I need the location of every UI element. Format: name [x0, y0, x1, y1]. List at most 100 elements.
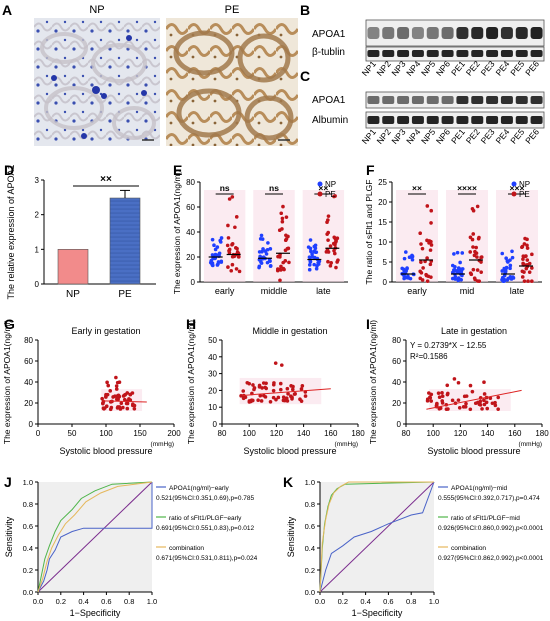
band-apoa1-b	[471, 27, 484, 39]
band-tubulin	[411, 50, 424, 57]
data-point-pe	[326, 230, 331, 235]
data-point	[440, 394, 445, 399]
chart-g: 0 20 40 60 80 0 50 100 150 200 The expression of A…	[2, 320, 181, 456]
data-point	[114, 375, 118, 380]
band-tubulin	[456, 50, 469, 57]
data-point	[303, 394, 308, 398]
y-axis-label: The expression of APOA1(ng/ml)	[2, 320, 12, 444]
data-point	[261, 381, 266, 385]
data-point	[109, 405, 114, 410]
data-point-pe	[287, 260, 291, 265]
chart-f: 0 5 10 15 20 25 The ratio of sFlt1 and PLGF ear…	[364, 178, 542, 296]
data-point-np	[219, 236, 224, 240]
data-point-np	[453, 274, 458, 279]
data-point-pe	[471, 232, 476, 236]
blot-b-label-tubulin: β-tublin	[312, 47, 345, 58]
data-point-np	[313, 246, 318, 251]
data-point	[286, 392, 290, 396]
legend-stats: 0.521(95%CI:0.351,0.69),p=0.785	[156, 495, 255, 502]
lane-label-c: PE3	[479, 127, 497, 146]
data-point	[239, 394, 243, 398]
data-point-np	[210, 237, 215, 242]
band-albumin	[397, 116, 410, 124]
y-tick-label: 40	[186, 228, 195, 237]
data-point-np	[452, 252, 456, 256]
data-point-pe	[284, 237, 289, 241]
x-tick-label: 0.6	[101, 597, 111, 606]
data-point-pe	[525, 258, 530, 262]
band-tubulin	[382, 50, 395, 57]
lane-label-c: NP3	[389, 127, 407, 146]
data-point-pe	[475, 204, 480, 209]
data-point	[114, 387, 119, 391]
significance-label: ××××	[457, 183, 477, 193]
data-point-pe	[419, 260, 423, 264]
panel-letter-h: H	[186, 316, 197, 332]
data-point-np	[405, 266, 409, 270]
data-point-pe	[332, 248, 336, 253]
data-point-np	[404, 269, 408, 273]
panel-letter-d: D	[4, 162, 15, 178]
chart-k: 0.0 0.2 0.4 0.6 0.8 1.0 0.0 0.2 0.4 0.6 0.8 1.0 Sens…	[286, 478, 544, 618]
x-tick-label: 0	[36, 429, 41, 438]
y-tick-label: 10	[378, 238, 387, 247]
data-point	[123, 392, 128, 397]
data-point-pe	[328, 244, 333, 248]
data-point-pe	[283, 259, 288, 263]
band-apoa1-b	[500, 27, 513, 39]
x-tick-label: 120	[454, 429, 468, 438]
data-point	[464, 401, 468, 406]
data-point	[119, 401, 124, 406]
x-tick-label: 150	[133, 429, 147, 438]
data-point	[485, 406, 490, 411]
y-axis-label: The expression of APOA1(ng/ml)	[186, 320, 196, 444]
data-point	[285, 386, 290, 391]
category-label: early	[215, 286, 235, 296]
band-apoa1-b	[486, 27, 499, 39]
data-point	[429, 399, 434, 403]
data-point-pe	[233, 225, 237, 230]
panel-letter-b: B	[300, 2, 311, 18]
data-point-np	[308, 259, 313, 264]
data-point	[468, 383, 473, 388]
data-point-pe	[329, 261, 333, 265]
data-point	[436, 391, 441, 395]
regression-equation: Y = 0.2739*X − 12.55	[410, 341, 487, 350]
y-tick-label: 0.6	[23, 522, 33, 531]
data-point-np	[503, 269, 508, 274]
band-albumin	[441, 116, 454, 124]
legend-stats: 0.671(95%CI:0.531,0.811),p=0.024	[156, 555, 258, 562]
data-point-pe	[479, 260, 483, 264]
data-point-np	[455, 250, 460, 255]
data-point-np	[460, 251, 465, 255]
chart-j: 0.0 0.2 0.4 0.6 0.8 1.0 0.0 0.2 0.4 0.6 0.8 1.0 Sens…	[4, 478, 258, 618]
data-point-np	[453, 268, 457, 273]
y-tick-label: 0	[383, 278, 388, 287]
lane-label-b: PE3	[479, 59, 497, 78]
y-tick-label: 60	[24, 357, 33, 366]
blot-c-label-albumin: Albumin	[312, 115, 348, 126]
data-point	[125, 406, 130, 411]
band-tubulin	[486, 50, 499, 57]
x-axis-unit: (mmHg)	[335, 441, 358, 448]
data-point-np	[316, 260, 320, 265]
lane-label-c: NP4	[404, 127, 422, 146]
data-point-pe	[424, 273, 429, 278]
data-point-pe	[474, 245, 478, 250]
legend-marker	[317, 191, 323, 197]
data-point-np	[266, 241, 270, 245]
band-apoa1-c	[515, 96, 528, 104]
data-point	[284, 396, 289, 400]
data-point	[292, 392, 297, 396]
band-tubulin	[367, 50, 380, 57]
data-point-np	[407, 255, 412, 260]
lane-label-b: NP1	[360, 59, 378, 78]
data-point-pe	[428, 262, 433, 267]
band-tubulin	[426, 50, 439, 57]
y-tick-label: 5	[383, 258, 388, 267]
data-point	[457, 406, 462, 410]
data-point	[482, 402, 487, 407]
data-point	[462, 394, 467, 399]
y-axis-label: The relative expression of APOA1	[6, 164, 16, 299]
data-point-np	[308, 238, 313, 242]
